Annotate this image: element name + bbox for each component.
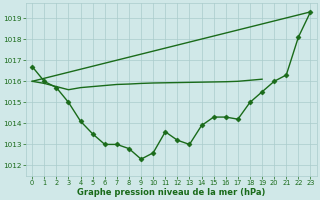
X-axis label: Graphe pression niveau de la mer (hPa): Graphe pression niveau de la mer (hPa) bbox=[77, 188, 266, 197]
